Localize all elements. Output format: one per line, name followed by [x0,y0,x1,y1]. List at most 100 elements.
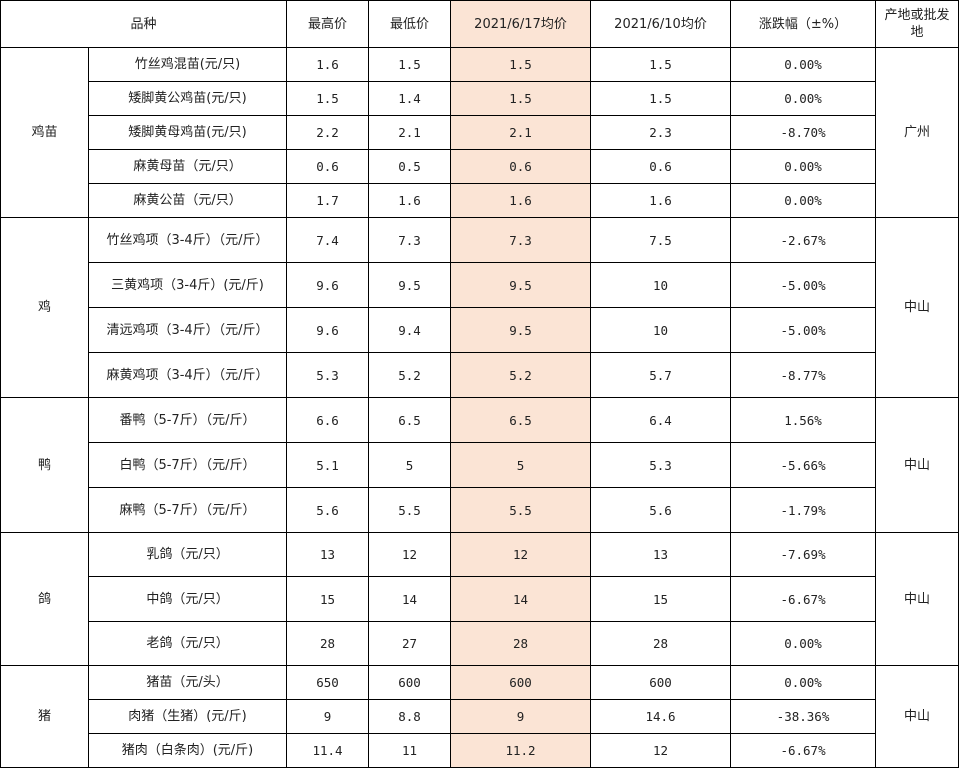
item-cell: 猪苗（元/头） [87,665,288,700]
item-cell: 矮脚黄母鸡苗(元/只) [87,115,288,150]
avg-prev-cell: 1.5 [590,81,732,116]
table-row: 鸭番鸭（5-7斤）（元/斤） 6.6 6.5 6.5 6.4 1.56% 中山 [0,397,960,533]
change-cell: -8.70% [730,115,877,150]
max-price-cell: 28 [286,621,370,666]
item-cell: 肉猪（生猪）(元/斤) [87,699,288,734]
item-cell: 乳鸽（元/只） [87,532,288,577]
avg-current-cell: 9.5 [450,307,592,353]
item-cell: 猪肉（白条肉）(元/斤) [87,733,288,768]
category-cell: 鸽 [0,532,89,666]
change-cell: 0.00% [730,47,877,82]
min-price-cell: 27 [368,621,452,666]
avg-prev-cell: 5.3 [590,442,732,488]
change-cell: -7.69% [730,532,877,577]
change-cell: 0.00% [730,621,877,666]
avg-current-cell: 1.5 [450,81,592,116]
avg-prev-cell: 5.7 [590,352,732,398]
avg-prev-cell: 2.3 [590,115,732,150]
table-row: 猪猪苗（元/头） 650 600 600 600 0.00% 中山 [0,665,960,768]
avg-prev-cell: 1.6 [590,183,732,218]
max-price-cell: 5.3 [286,352,370,398]
avg-prev-cell: 10 [590,307,732,353]
item-cell: 白鸭（5-7斤）（元/斤） [87,442,288,488]
change-cell: 0.00% [730,665,877,700]
min-price-cell: 5.2 [368,352,452,398]
item-cell: 老鸽（元/只） [87,621,288,666]
item-cell: 竹丝鸡混苗(元/只) [87,47,288,82]
item-cell: 麻黄鸡项（3-4斤）（元/斤） [87,352,288,398]
origin-cell: 中山 [875,217,960,398]
avg-prev-cell: 12 [590,733,732,768]
change-cell: 0.00% [730,81,877,116]
table-row: 麻黄母苗（元/只） 0.6 0.5 0.6 0.6 0.00% [1,149,959,184]
min-price-cell: 8.8 [368,699,452,734]
origin-cell: 中山 [875,665,960,768]
change-cell: -5.00% [730,262,877,308]
table-row: 清远鸡项（3-4斤）（元/斤） 9.6 9.4 9.5 10 -5.00% [1,307,959,353]
min-price-cell: 5 [368,442,452,488]
avg-current-cell: 1.5 [450,47,592,82]
avg-current-cell: 6.5 [450,397,592,443]
change-cell: -5.66% [730,442,877,488]
header-max-price: 最高价 [286,0,370,48]
change-cell: 0.00% [730,183,877,218]
avg-prev-cell: 28 [590,621,732,666]
max-price-cell: 6.6 [286,397,370,443]
max-price-cell: 11.4 [286,733,370,768]
change-cell: 1.56% [730,397,877,443]
change-cell: -6.67% [730,576,877,622]
item-cell: 清远鸡项（3-4斤）（元/斤） [87,307,288,353]
avg-prev-cell: 600 [590,665,732,700]
min-price-cell: 0.5 [368,149,452,184]
min-price-cell: 6.5 [368,397,452,443]
item-cell: 中鸽（元/只） [87,576,288,622]
change-cell: -6.67% [730,733,877,768]
item-cell: 麻鸭（5-7斤）（元/斤） [87,487,288,533]
avg-prev-cell: 14.6 [590,699,732,734]
item-cell: 麻黄公苗（元/只） [87,183,288,218]
max-price-cell: 5.6 [286,487,370,533]
min-price-cell: 2.1 [368,115,452,150]
table-row: 肉猪（生猪）(元/斤) 9 8.8 9 14.6 -38.36% [1,699,959,734]
origin-cell: 广州 [875,47,960,218]
header-avg-current: 2021/6/17均价 [450,0,592,48]
max-price-cell: 9.6 [286,307,370,353]
max-price-cell: 15 [286,576,370,622]
max-price-cell: 7.4 [286,217,370,263]
table-row: 鸡竹丝鸡项（3-4斤）（元/斤） 7.4 7.3 7.3 7.5 -2.67% 中山 [0,217,960,398]
avg-current-cell: 2.1 [450,115,592,150]
change-cell: 0.00% [730,149,877,184]
max-price-cell: 650 [286,665,370,700]
min-price-cell: 14 [368,576,452,622]
item-cell: 番鸭（5-7斤）（元/斤） [87,397,288,443]
change-cell: -2.67% [730,217,877,263]
avg-current-cell: 9 [450,699,592,734]
item-cell: 三黄鸡项（3-4斤）(元/斤) [87,262,288,308]
change-cell: -38.36% [730,699,877,734]
header-variety: 品种 [0,0,288,48]
header-row: 品种 最高价 最低价 2021/6/17均价 2021/6/10均价 涨跌幅（±… [0,0,960,48]
min-price-cell: 12 [368,532,452,577]
change-cell: -5.00% [730,307,877,353]
avg-prev-cell: 1.5 [590,47,732,82]
category-cell: 鸡苗 [0,47,89,218]
min-price-cell: 1.5 [368,47,452,82]
header-change: 涨跌幅（±%） [730,0,877,48]
table-row: 麻鸭（5-7斤）（元/斤） 5.6 5.5 5.5 5.6 -1.79% [1,487,959,533]
min-price-cell: 11 [368,733,452,768]
avg-current-cell: 12 [450,532,592,577]
avg-prev-cell: 6.4 [590,397,732,443]
min-price-cell: 5.5 [368,487,452,533]
max-price-cell: 1.6 [286,47,370,82]
avg-current-cell: 1.6 [450,183,592,218]
avg-prev-cell: 0.6 [590,149,732,184]
avg-prev-cell: 5.6 [590,487,732,533]
table-row: 麻黄鸡项（3-4斤）（元/斤） 5.3 5.2 5.2 5.7 -8.77% [1,352,959,398]
table-row: 白鸭（5-7斤）（元/斤） 5.1 5 5 5.3 -5.66% [1,442,959,488]
avg-current-cell: 11.2 [450,733,592,768]
table-row: 鸽乳鸽（元/只） 13 12 12 13 -7.69% 中山 [0,532,960,666]
table-row: 麻黄公苗（元/只） 1.7 1.6 1.6 1.6 0.00% [1,183,959,218]
avg-current-cell: 7.3 [450,217,592,263]
